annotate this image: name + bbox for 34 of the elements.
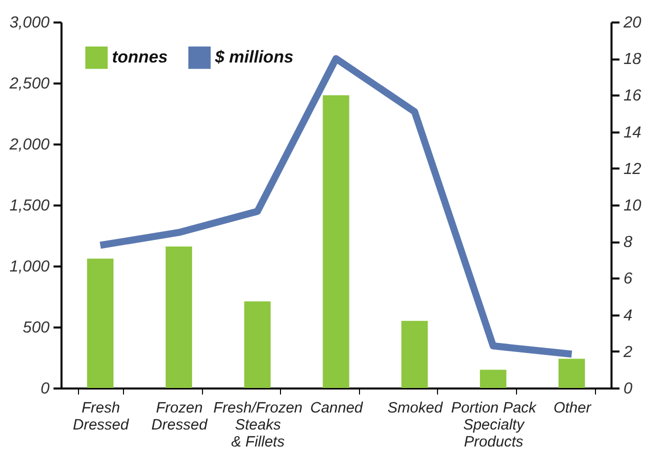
y-tick-label: 1,500 bbox=[9, 198, 50, 214]
bar bbox=[244, 301, 271, 388]
y-tick-label: 3,000 bbox=[9, 14, 50, 32]
y2-tick-label: 2 bbox=[622, 344, 632, 361]
bar bbox=[401, 320, 428, 388]
bar bbox=[166, 246, 192, 388]
bar bbox=[87, 258, 114, 388]
x-tick-label: Canned bbox=[310, 400, 364, 416]
y2-tick-label: 20 bbox=[622, 14, 642, 32]
y2-tick-label: 14 bbox=[624, 124, 642, 142]
y2-tick-label: 10 bbox=[624, 198, 642, 214]
y2-tick-label: 8 bbox=[624, 234, 632, 252]
bar bbox=[322, 95, 350, 388]
x-tick-label: Fresh/Frozen Steaks & Fillets bbox=[213, 400, 303, 450]
x-tick-label: Portion Pack Specialty Products bbox=[451, 400, 538, 450]
x-tick-label: Other bbox=[553, 400, 592, 416]
bar bbox=[558, 358, 585, 388]
y2-tick-label: 4 bbox=[624, 307, 632, 324]
y2-tick-label: 16 bbox=[624, 88, 642, 105]
y2-tick-label: 0 bbox=[624, 380, 632, 398]
y-tick-label: 2,000 bbox=[8, 136, 50, 154]
y2-tick-label: 12 bbox=[624, 160, 642, 178]
y2-tick-label: 6 bbox=[624, 270, 632, 288]
x-tick-label: Smoked bbox=[388, 400, 444, 416]
y2-tick-label: 18 bbox=[624, 51, 642, 68]
legend-label: $ millions bbox=[214, 48, 294, 67]
y-tick-label: 2,500 bbox=[8, 76, 50, 92]
y-tick-label: 500 bbox=[22, 320, 50, 336]
x-tick-label: Fresh Dressed bbox=[72, 400, 130, 434]
bar bbox=[480, 370, 506, 388]
y-tick-label: 0 bbox=[40, 380, 50, 398]
y-tick-label: 1,000 bbox=[9, 258, 50, 276]
x-tick-label: Frozen Dressed bbox=[151, 400, 208, 434]
legend-label: tonnes bbox=[112, 48, 168, 67]
